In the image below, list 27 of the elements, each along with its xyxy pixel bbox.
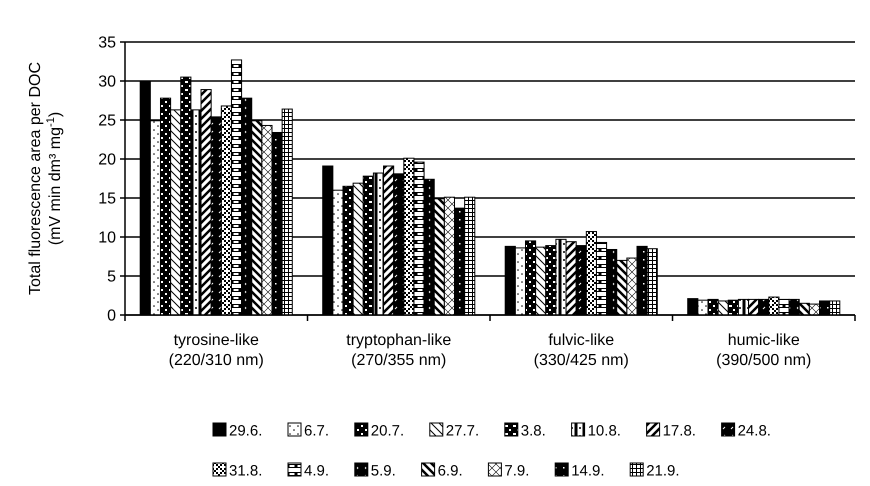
y-tick-label: 20 [98, 152, 116, 169]
legend-label: 31.8. [229, 462, 262, 480]
x-tick-label: humic-like (390/500 nm) [716, 332, 812, 369]
y-tick-label: 15 [98, 190, 116, 208]
legend-label: 10.8. [588, 422, 621, 440]
legend-label: 4.9. [304, 462, 330, 480]
y-tick-label: 0 [107, 308, 116, 325]
x-tick-label: fulvic-like (330/425 nm) [534, 332, 629, 369]
legend-label: 24.8. [738, 422, 771, 440]
legend-label: 3.8. [520, 422, 546, 440]
legend-label: 20.7. [370, 422, 404, 440]
y-tick-label: 35 [98, 34, 116, 52]
x-tick-label: tyrosine-like (220/310 nm) [168, 332, 264, 369]
legend-label: 7.9. [504, 462, 530, 480]
x-tick-label: tryptophan-like (270/355 nm) [346, 332, 452, 369]
legend-label: 5.9. [370, 462, 396, 480]
y-tick-label: 25 [98, 112, 116, 130]
y-tick-label: 5 [107, 268, 116, 286]
legend-label: 6.9. [438, 462, 463, 480]
legend-label: 29.6. [229, 422, 262, 440]
legend-label: 14.9. [571, 462, 605, 480]
legend-label: 6.7. [304, 422, 330, 440]
y-tick-label: 10 [98, 230, 116, 247]
y-tick-label: 30 [98, 74, 116, 91]
legend-label: 21.9. [646, 462, 680, 480]
legend-label: 17.8. [662, 422, 696, 440]
legend-label: 27.7. [446, 422, 480, 440]
